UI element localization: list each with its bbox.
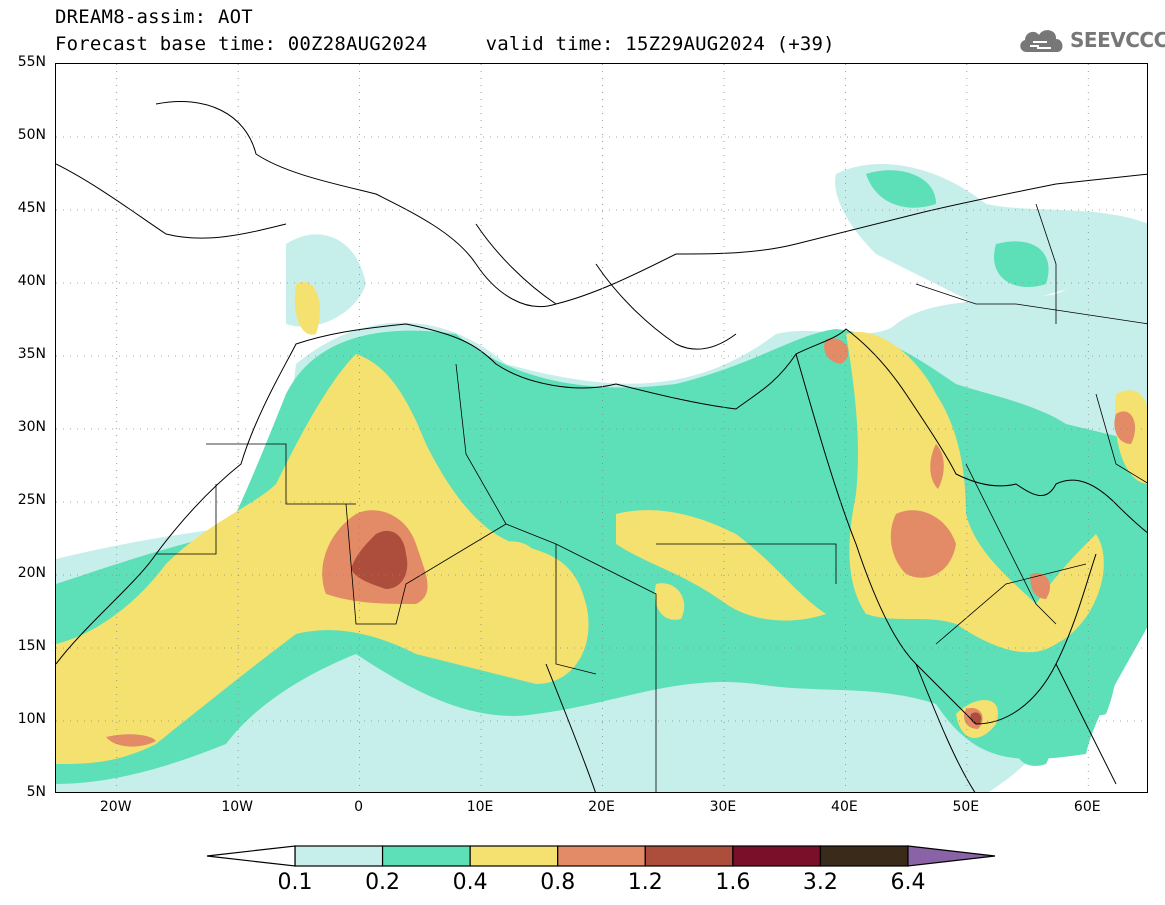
- colorbar-box: [469, 845, 559, 867]
- latitude-label: 5N: [26, 784, 46, 800]
- longitude-label: 40E: [831, 799, 858, 815]
- colorbar-label: 6.4: [890, 870, 926, 895]
- colorbar-box: [294, 845, 384, 867]
- latitude-label: 15N: [17, 638, 46, 654]
- colorbar-label: 1.2: [627, 870, 663, 895]
- colorbar-under-arrow: [206, 845, 296, 867]
- colorbar-label: 0.8: [540, 870, 576, 895]
- cloud-icon: [1020, 30, 1063, 52]
- colorbar-box: [819, 845, 909, 867]
- latitude-label: 50N: [17, 127, 46, 143]
- longitude-label: 60E: [1073, 799, 1101, 815]
- colorbar-label: 3.2: [802, 870, 838, 895]
- logo-text: SEEVCCC: [1070, 28, 1165, 52]
- aot-map-canvas: [56, 64, 1147, 792]
- longitude-label: 10E: [466, 799, 494, 815]
- colorbar-label: 0.2: [365, 870, 401, 895]
- coastlines: [56, 100, 1147, 792]
- longitude-label: 20W: [99, 799, 132, 815]
- colorbar-label: 1.6: [715, 870, 751, 895]
- longitude-label: 0: [354, 799, 364, 815]
- colorbar-label: 0.1: [277, 870, 313, 895]
- map-title: DREAM8-assim: AOT: [55, 6, 253, 28]
- colorbar-box: [732, 845, 822, 867]
- latitude-label: 30N: [17, 419, 46, 435]
- latitude-label: 25N: [17, 492, 46, 508]
- latitude-label: 35N: [17, 346, 46, 362]
- graticule: [56, 64, 1147, 792]
- forecast-time-line: Forecast base time: 00Z28AUG2024 valid t…: [55, 33, 835, 55]
- seevccc-logo: SEEVCCC: [1017, 24, 1165, 56]
- colorbar-boxes: [294, 845, 909, 867]
- latitude-label: 20N: [17, 565, 46, 581]
- latitude-label: 45N: [17, 200, 46, 216]
- colorbar-label: 0.4: [452, 870, 488, 895]
- colorbar-box: [644, 845, 734, 867]
- longitude-label: 50E: [952, 799, 980, 815]
- aot-map: [55, 63, 1148, 793]
- latitude-label: 55N: [17, 54, 46, 70]
- longitude-label: 10W: [221, 799, 253, 815]
- latitude-label: 40N: [17, 273, 46, 289]
- colorbar-over-arrow: [907, 845, 996, 867]
- longitude-label: 20E: [588, 799, 615, 815]
- colorbar-box: [381, 845, 471, 867]
- longitude-label: 30E: [709, 799, 737, 815]
- latitude-label: 10N: [17, 711, 46, 727]
- country-borders: [156, 203, 1147, 792]
- colorbar-box: [557, 845, 646, 867]
